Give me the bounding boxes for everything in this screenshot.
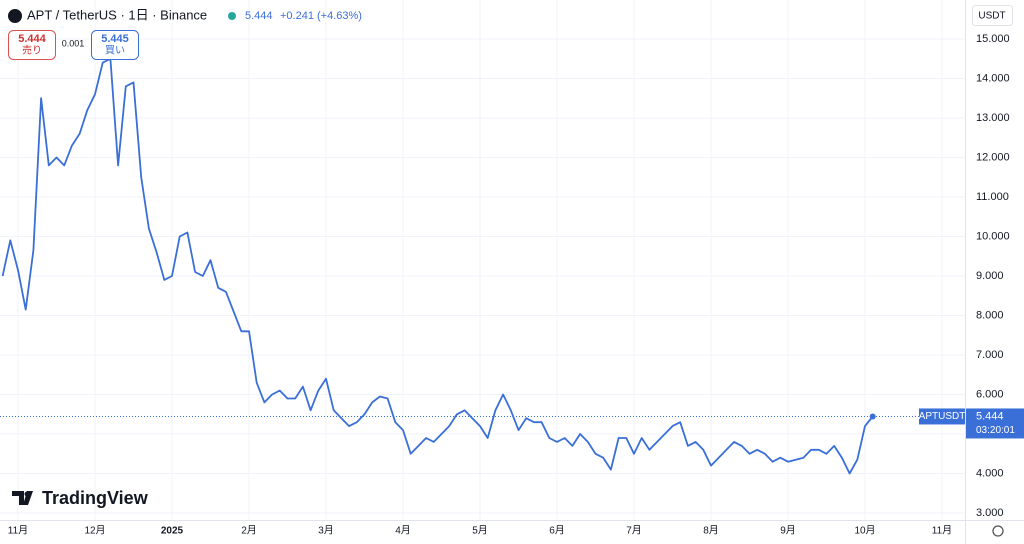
coin-icon: [8, 9, 22, 23]
symbol-tag-label: APTUSDT: [919, 411, 966, 422]
x-tick-label: 3月: [318, 525, 334, 537]
sell-label: 売り: [22, 44, 42, 57]
sell-button[interactable]: [8, 30, 56, 60]
spread: 0.001: [62, 38, 85, 48]
y-tick-label: 12.000: [976, 151, 1010, 163]
price-tag: [966, 408, 1024, 439]
buy-button[interactable]: [91, 30, 139, 60]
y-tick-label: 14.000: [976, 72, 1010, 84]
symbol-tag: [919, 408, 965, 425]
chart-title: APT / TetherUS · 1日 · Binance: [27, 7, 207, 22]
y-axis-unit: USDT: [978, 11, 1005, 22]
x-tick-label: 11月: [8, 525, 28, 537]
x-tick-label: 7月: [626, 525, 642, 537]
y-tick-label: 3.000: [976, 507, 1004, 519]
grid: [0, 0, 965, 520]
unit-button[interactable]: [972, 5, 1013, 26]
header-price: 5.444: [245, 10, 273, 22]
y-tick-label: 11.000: [976, 191, 1009, 203]
x-tick-label: 6月: [549, 525, 565, 537]
x-tick-label: 11月: [932, 525, 952, 537]
x-tick-label: 5月: [472, 525, 488, 537]
x-tick-label: 2月: [241, 525, 257, 537]
header-change: +0.241 (+4.63%): [280, 10, 362, 22]
price-line: [1, 57, 874, 475]
y-tick-label: 4.000: [976, 467, 1004, 479]
y-tick-label: 6.000: [976, 388, 1004, 400]
last-point: [869, 413, 876, 420]
x-tick-label: 4月: [395, 525, 411, 537]
y-tick-label: 9.000: [976, 270, 1004, 282]
x-tick-label: 9月: [780, 525, 796, 537]
x-tick-label: 10月: [854, 525, 875, 537]
sell-price: 5.444: [18, 33, 46, 45]
buy-price: 5.445: [101, 33, 129, 45]
buy-label: 買い: [105, 45, 125, 57]
status-dot: [228, 12, 236, 20]
price-tag-label: 5.444: [976, 410, 1004, 422]
y-tick-label: 8.000: [976, 309, 1004, 321]
x-tick-label: 2025: [161, 526, 184, 537]
brand-logo: [24, 491, 30, 497]
y-tick-label: 10.000: [976, 230, 1010, 242]
x-tick-label: 8月: [703, 525, 719, 537]
countdown: 03:20:01: [976, 425, 1015, 436]
settings-icon[interactable]: [992, 525, 1004, 537]
y-tick-label: 7.000: [976, 349, 1004, 361]
y-tick-label: 13.000: [976, 112, 1010, 124]
y-tick-label: 15.000: [976, 33, 1010, 45]
brand: TradingView: [42, 488, 149, 508]
marks: [0, 57, 965, 475]
x-tick-label: 12月: [84, 525, 105, 537]
